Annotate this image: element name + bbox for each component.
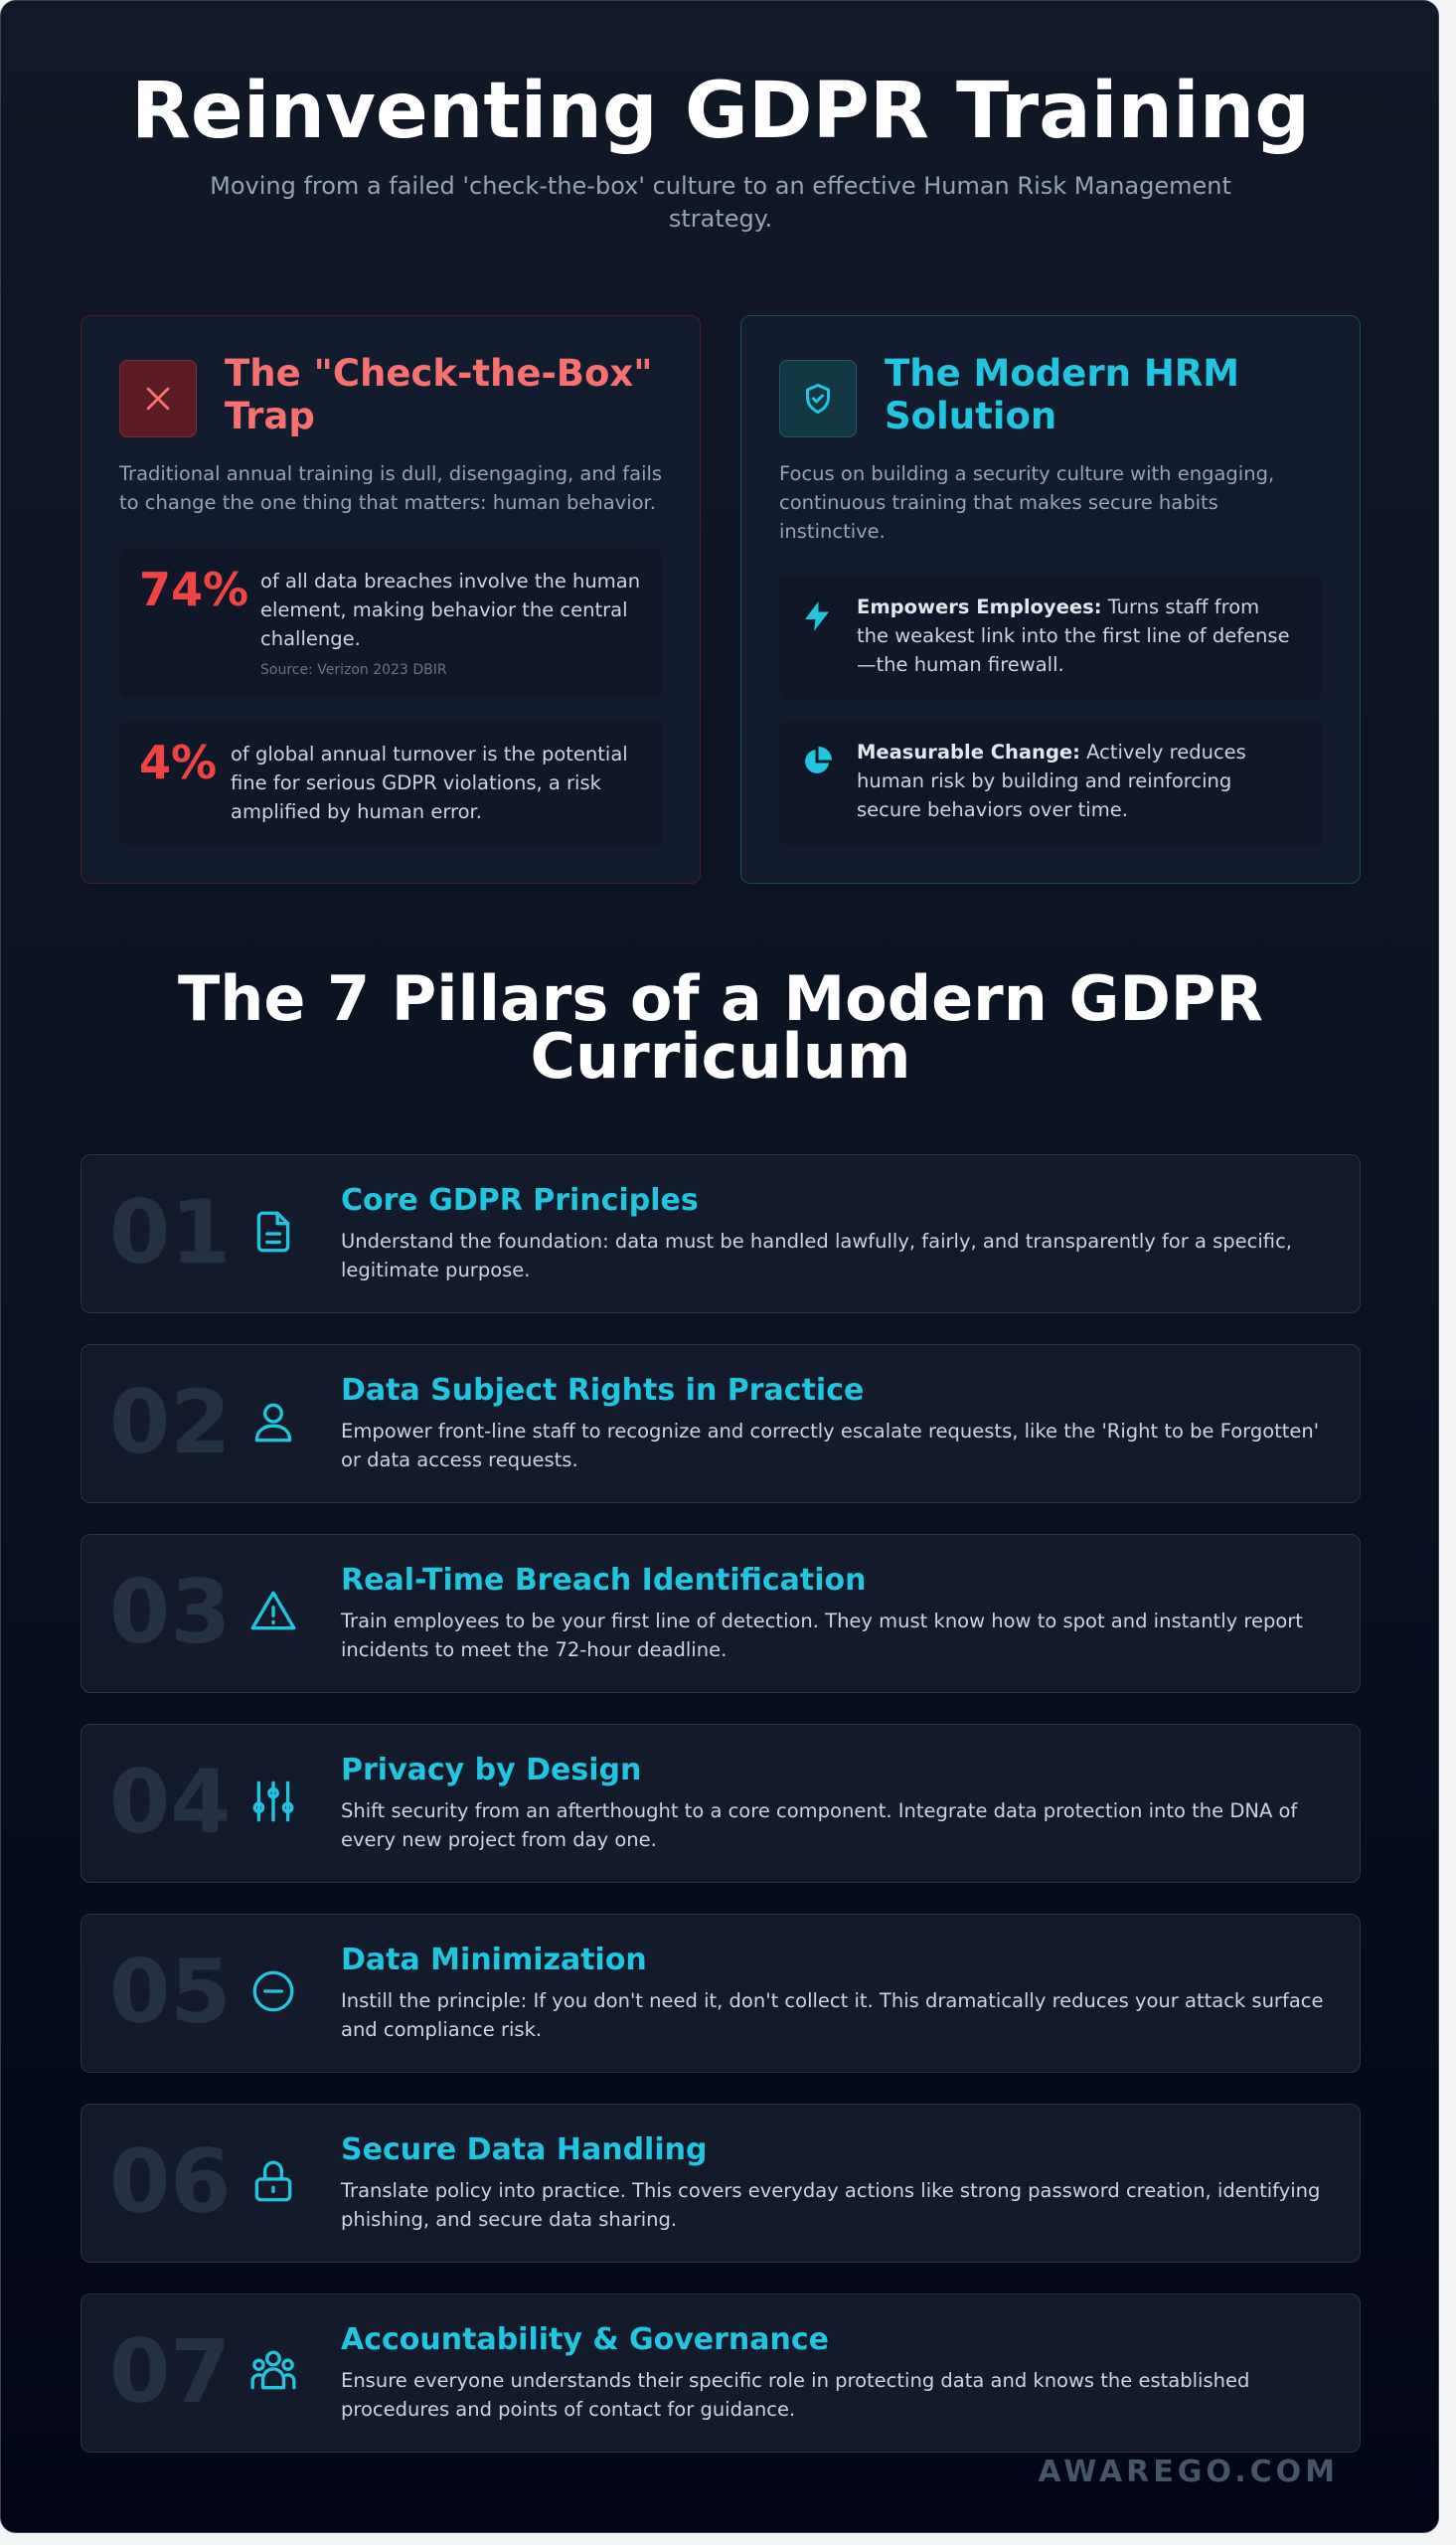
pillar-card: 01 Core GDPR Principles Understand the fou…: [81, 1154, 1361, 1313]
pillar-title: Data Minimization: [341, 1943, 647, 1977]
pillar-title: Privacy by Design: [341, 1753, 642, 1787]
pillar-number: 05: [109, 1941, 232, 2043]
pillar-icon: [252, 1781, 294, 1822]
pillar-text: Shift security from an afterthought to a…: [341, 1799, 1298, 1851]
footer-brand: AWAREGO.COM: [1038, 2455, 1339, 2489]
pillar-icon: [250, 2350, 296, 2390]
stat-source: Source: Verizon 2023 DBIR: [260, 662, 447, 678]
point-box: Empowers Employees: Turns staff from the…: [779, 577, 1322, 700]
x-icon: [119, 360, 197, 437]
point-text: Measurable Change: Actively reduces huma…: [857, 738, 1294, 824]
pillar-title: Real-Time Breach Identification: [341, 1563, 867, 1598]
pillar-icon: [254, 2160, 292, 2202]
subtitle: Moving from a failed 'check-the-box' cul…: [210, 172, 1231, 233]
point-label: Empowers Employees:: [857, 595, 1102, 618]
stat-box: 74% of all data breaches involve the hum…: [119, 549, 662, 698]
pillar-title: Accountability & Governance: [341, 2322, 829, 2357]
pillar-number: 04: [109, 1751, 232, 1853]
pillar-icon: [250, 1591, 296, 1630]
stat-box: 4% of global annual turnover is the pote…: [119, 722, 662, 845]
point-box: Measurable Change: Actively reduces huma…: [779, 722, 1322, 845]
stat-value: 74%: [139, 563, 249, 616]
bolt-icon: [805, 601, 829, 631]
pillar-card: 04 Privacy by Design Shift security from a…: [81, 1724, 1361, 1883]
pillar-icon: [254, 1403, 292, 1442]
stat-value: 4%: [139, 736, 218, 789]
pie-icon: [805, 747, 832, 773]
pillar-number: 02: [109, 1371, 232, 1473]
panel-title: The "Check-the-Box" Trap: [225, 352, 653, 437]
pillar-text: Translate policy into practice. This cov…: [341, 2179, 1321, 2231]
pillar-icon: [252, 1970, 294, 2012]
solution-panel: The Modern HRM Solution Focus on buildin…: [740, 315, 1361, 884]
stat-text: of all data breaches involve the human e…: [260, 570, 641, 650]
pillar-number: 07: [109, 2320, 232, 2423]
pillar-text: Empower front-line staff to recognize an…: [341, 1420, 1320, 1471]
pillar-card: 03 Real-Time Breach Identification Train e…: [81, 1534, 1361, 1693]
pillar-text: Train employees to be your first line of…: [341, 1610, 1303, 1661]
pillar-number: 01: [109, 1181, 232, 1283]
panel-intro: Traditional annual training is dull, dis…: [119, 462, 663, 514]
point-label: Measurable Change:: [857, 741, 1080, 764]
problem-panel: The "Check-the-Box" Trap Traditional ann…: [81, 315, 701, 884]
title: Reinventing GDPR Training: [130, 67, 1311, 156]
pillar-number: 06: [109, 2130, 232, 2233]
point-body: Turns staff from the weakest link into t…: [857, 595, 1290, 676]
point-body: Actively reduces human risk by building …: [857, 741, 1246, 821]
pillar-title: Secure Data Handling: [341, 2132, 708, 2167]
shield-icon: [779, 360, 857, 437]
pillar-text: Instill the principle: If you don't need…: [341, 1989, 1324, 2041]
pillar-title: Data Subject Rights in Practice: [341, 1373, 865, 1408]
pillar-number: 03: [109, 1561, 232, 1663]
pillar-title: Core GDPR Principles: [341, 1183, 699, 1218]
pillar-card: 06 Secure Data Handling Translate policy i…: [81, 2104, 1361, 2263]
point-text: Empowers Employees: Turns staff from the…: [857, 593, 1294, 679]
pillar-card: 05 Data Minimization Instill the principle…: [81, 1914, 1361, 2073]
section-heading: The 7 Pillars of a Modern GDPR Curriculu…: [177, 962, 1264, 1093]
pillar-text: Understand the foundation: data must be …: [341, 1230, 1293, 1281]
panel-intro: Focus on building a security culture wit…: [779, 462, 1275, 543]
pillar-card: 02 Data Subject Rights in Practice Empower…: [81, 1344, 1361, 1503]
stat-text: of global annual turnover is the potenti…: [231, 743, 628, 823]
pillar-card: 07 Accountability & Governance Ensure ever…: [81, 2293, 1361, 2453]
pillar-text: Ensure everyone understands their specif…: [341, 2369, 1250, 2421]
panel-title: The Modern HRM Solution: [885, 352, 1240, 437]
pillar-icon: [256, 1211, 290, 1253]
